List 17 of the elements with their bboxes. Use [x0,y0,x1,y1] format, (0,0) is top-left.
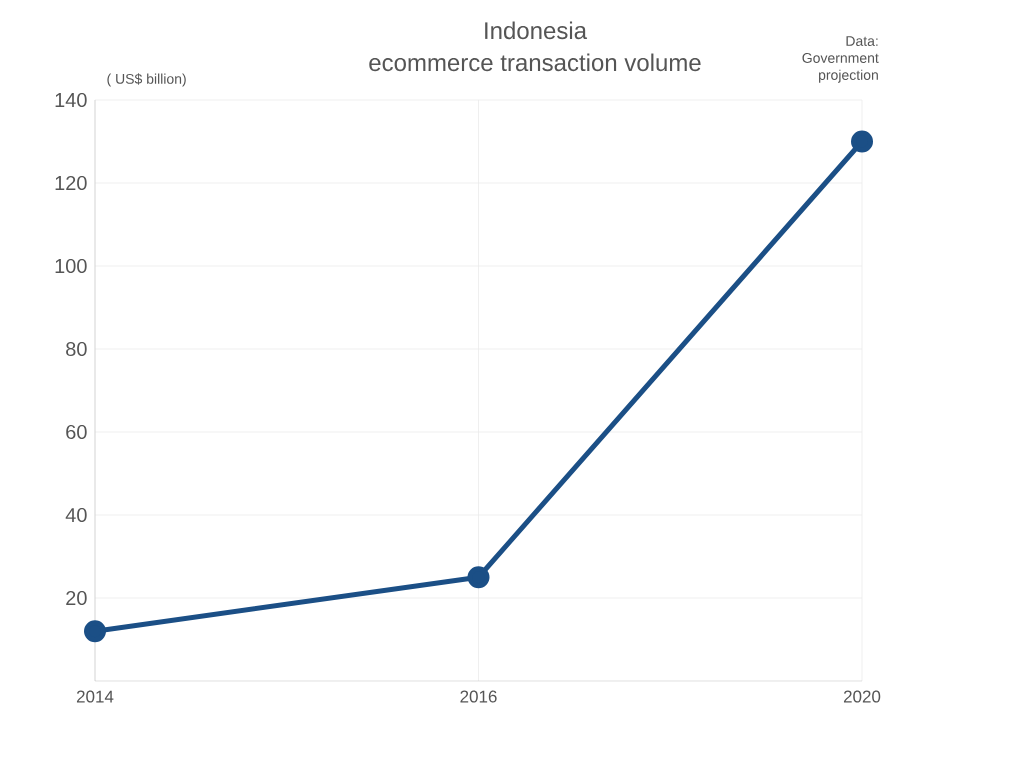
y-tick-label: 120 [55,175,87,191]
x-tick-label: 2016 [460,690,497,703]
y-tick-label: 80 [66,341,87,357]
y-tick-label: 140 [55,92,87,108]
point [84,620,106,643]
x-tick-label: 2020 [843,690,881,703]
y-tick-label: 40 [65,507,87,523]
text: Data: Government projection [802,36,879,83]
point [851,130,874,153]
y-tick-label: 100 [55,258,87,274]
y-tick-label: 20 [66,590,87,606]
y-tick-label: 60 [66,424,87,440]
chart-title: Indonesia [485,21,588,40]
x-tick-label: 2014 [76,690,114,703]
chart-subtitle: ecommerce transaction volume [369,53,701,72]
y-axis-title: ( US$ billion) [107,73,186,87]
point [467,566,490,589]
